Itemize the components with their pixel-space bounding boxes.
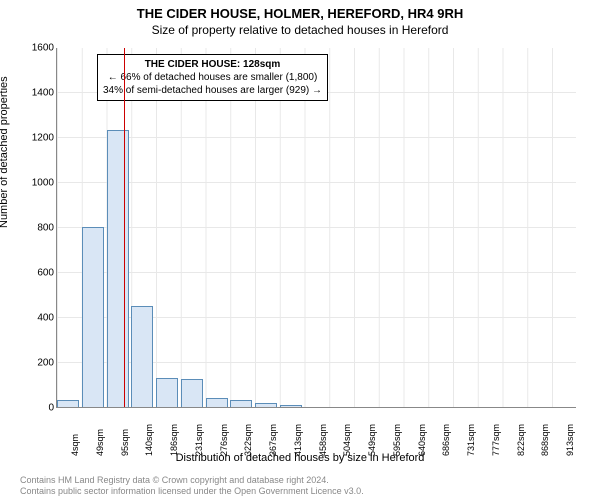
x-tick: 4sqm xyxy=(70,434,80,456)
y-tick: 600 xyxy=(24,268,54,279)
histogram-bar xyxy=(280,405,302,407)
footer-line-1: Contains HM Land Registry data © Crown c… xyxy=(20,475,364,487)
x-tick: 640sqm xyxy=(417,424,427,456)
histogram-bar xyxy=(57,400,79,407)
x-tick: 822sqm xyxy=(516,424,526,456)
chart-title-sub: Size of property relative to detached ho… xyxy=(0,21,600,37)
y-axis-label: Number of detached properties xyxy=(0,76,10,228)
y-tick: 0 xyxy=(24,403,54,414)
footer-text: Contains HM Land Registry data © Crown c… xyxy=(20,475,364,498)
x-tick: 95sqm xyxy=(120,429,130,456)
histogram-bar xyxy=(82,227,104,407)
histogram-bar xyxy=(206,398,228,407)
x-tick: 777sqm xyxy=(491,424,501,456)
y-tick: 200 xyxy=(24,358,54,369)
y-tick: 1200 xyxy=(24,133,54,144)
annotation-line-3: 34% of semi-detached houses are larger (… xyxy=(103,84,322,97)
x-tick: 913sqm xyxy=(565,424,575,456)
x-tick: 549sqm xyxy=(367,424,377,456)
x-tick: 595sqm xyxy=(392,424,402,456)
x-tick: 276sqm xyxy=(219,424,229,456)
x-tick: 140sqm xyxy=(144,424,154,456)
y-tick: 1000 xyxy=(24,178,54,189)
histogram-bar xyxy=(107,130,129,407)
footer-line-2: Contains public sector information licen… xyxy=(20,486,364,498)
y-tick: 1600 xyxy=(24,43,54,54)
histogram-bar xyxy=(255,403,277,408)
annotation-box: THE CIDER HOUSE: 128sqm ← 66% of detache… xyxy=(97,54,328,101)
x-tick: 231sqm xyxy=(194,424,204,456)
plot-area: THE CIDER HOUSE: 128sqm ← 66% of detache… xyxy=(56,48,576,408)
x-tick: 413sqm xyxy=(293,424,303,456)
chart-container: THE CIDER HOUSE, HOLMER, HEREFORD, HR4 9… xyxy=(0,0,600,500)
y-tick: 1400 xyxy=(24,88,54,99)
x-tick: 322sqm xyxy=(243,424,253,456)
x-tick: 458sqm xyxy=(318,424,328,456)
histogram-bar xyxy=(131,306,153,407)
x-tick: 186sqm xyxy=(169,424,179,456)
chart-title-main: THE CIDER HOUSE, HOLMER, HEREFORD, HR4 9… xyxy=(0,0,600,21)
x-tick: 868sqm xyxy=(540,424,550,456)
x-tick: 731sqm xyxy=(466,424,476,456)
x-tick: 367sqm xyxy=(268,424,278,456)
x-tick: 504sqm xyxy=(342,424,352,456)
histogram-bar xyxy=(230,400,252,407)
x-tick: 49sqm xyxy=(95,429,105,456)
histogram-bar xyxy=(181,379,203,407)
annotation-line-2: ← 66% of detached houses are smaller (1,… xyxy=(103,71,322,84)
reference-line xyxy=(124,48,125,407)
y-tick: 400 xyxy=(24,313,54,324)
x-tick: 686sqm xyxy=(441,424,451,456)
histogram-bar xyxy=(156,378,178,407)
y-tick: 800 xyxy=(24,223,54,234)
annotation-line-1: THE CIDER HOUSE: 128sqm xyxy=(103,58,322,71)
